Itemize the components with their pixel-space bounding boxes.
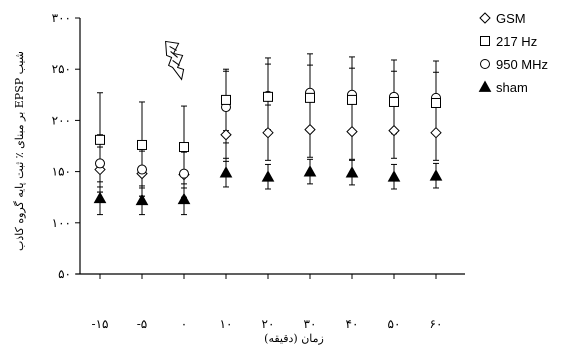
legend-label-217-hz: 217 Hz (496, 34, 537, 49)
sham-point (387, 170, 401, 182)
gsm-point (304, 123, 316, 136)
gsm-point (220, 129, 232, 141)
y-tick-label: ۱۰۰ (52, 216, 71, 230)
y-tick-label: ۵۰ (58, 267, 71, 281)
data-marks (93, 53, 443, 216)
lightning-hatch (169, 46, 177, 51)
sham-point (303, 165, 317, 177)
gsm-point (430, 126, 442, 139)
legend-label-950-mhz: 950 MHz (496, 57, 548, 72)
217-hz-point (347, 94, 357, 105)
gsm-point (262, 126, 274, 139)
stimulus-marker (165, 40, 185, 81)
legend-marker-217-hz (480, 36, 490, 46)
950-mhz-point (95, 158, 105, 169)
gsm-point (388, 124, 400, 137)
217-hz-point (431, 97, 441, 108)
x-tick-label: ۰ (181, 317, 187, 331)
y-tick-labels: ۵۰ ۱۰۰ ۱۵۰ ۲۰۰ ۲۵۰ ۳۰۰ (52, 11, 71, 281)
legend-marker-sham (478, 80, 492, 92)
sham-point (261, 170, 275, 182)
sham-point (345, 166, 359, 178)
950-mhz-point (179, 168, 189, 179)
sham-point (177, 192, 191, 205)
x-axis-label: زمان (دقیقه) (264, 332, 324, 345)
217-hz-point (263, 91, 273, 102)
y-axis-label: شیب EPSP بر مبنای ٪ ثبت پایه گروه کاذب (13, 51, 26, 251)
x-tick-label: ۳۰ (304, 317, 317, 331)
gsm-point (346, 125, 358, 138)
217-hz-point (137, 139, 147, 150)
217-hz-point (179, 142, 189, 153)
217-hz-point (95, 134, 105, 145)
x-tick-label: ۲۰ (262, 317, 275, 331)
lightning-hatch (172, 60, 180, 66)
sham-point (429, 169, 443, 181)
x-tick-label: ۱۰ (220, 317, 233, 331)
lightning-icon (165, 40, 185, 81)
legend-marker-gsm (479, 12, 491, 24)
217-hz-point (305, 92, 315, 103)
x-tick-label: ۵۰ (388, 317, 401, 331)
950-mhz-point (137, 164, 147, 175)
legend: GSM 217 Hz 950 MHz sham (478, 11, 548, 95)
legend-marker-950-mhz (480, 59, 490, 69)
y-tick-label: ۱۵۰ (52, 165, 71, 179)
217-hz-point (389, 96, 399, 107)
lightning-hatch (170, 51, 178, 58)
x-tick-label: ۴۰ (346, 317, 359, 331)
217-hz-point (221, 94, 231, 105)
sham-point (93, 191, 107, 204)
y-tick-label: ۲۰۰ (52, 113, 71, 127)
sham-point (135, 193, 149, 206)
axes (75, 17, 465, 279)
legend-label-sham: sham (496, 80, 528, 95)
sham-point (219, 166, 233, 178)
x-tick-labels: -۱۵ -۵ ۰ ۱۰ ۲۰ ۳۰ ۴۰ ۵۰ ۶۰ (92, 317, 443, 331)
x-tick-label: -۱۵ (92, 317, 109, 331)
x-tick-label: ۶۰ (430, 317, 443, 331)
y-tick-label: ۳۰۰ (52, 11, 71, 25)
x-tick-label: -۵ (137, 317, 148, 331)
legend-label-gsm: GSM (496, 11, 526, 26)
y-tick-label: ۲۵۰ (52, 62, 71, 76)
